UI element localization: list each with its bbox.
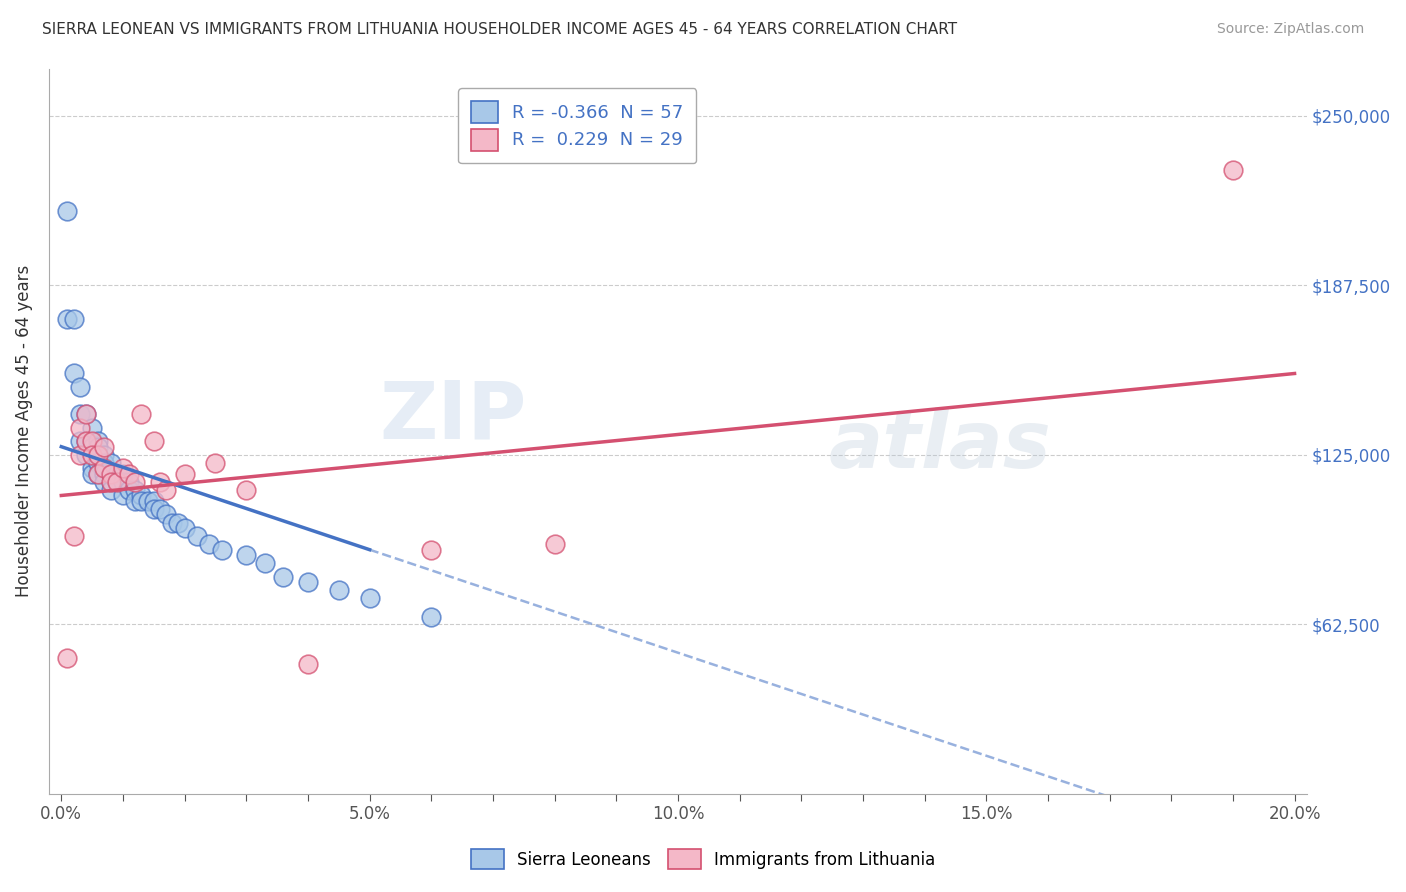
Point [75, 407, 97, 421]
Point [328, 583, 350, 598]
Point [82, 448, 104, 462]
Point [111, 467, 134, 481]
Point [93, 475, 115, 489]
Point [105, 467, 128, 481]
Point [173, 521, 195, 535]
Point [69, 420, 91, 434]
Point [142, 502, 165, 516]
Point [69, 380, 91, 394]
Point [82, 420, 104, 434]
Legend: R = -0.366  N = 57, R =  0.229  N = 29: R = -0.366 N = 57, R = 0.229 N = 29 [458, 88, 696, 163]
Point [142, 434, 165, 449]
Point [56, 312, 79, 326]
Point [118, 475, 141, 489]
Point [111, 475, 134, 489]
Point [1222, 163, 1244, 178]
Point [87, 448, 110, 462]
Point [271, 570, 294, 584]
Point [105, 475, 128, 489]
Point [253, 556, 276, 570]
Point [87, 467, 110, 481]
Point [82, 467, 104, 481]
Text: Source: ZipAtlas.com: Source: ZipAtlas.com [1216, 22, 1364, 37]
Point [69, 407, 91, 421]
Point [162, 516, 184, 530]
Point [87, 448, 110, 462]
Point [111, 488, 134, 502]
Point [93, 456, 115, 470]
Point [149, 475, 172, 489]
Point [118, 483, 141, 497]
Point [69, 434, 91, 449]
Point [56, 651, 79, 665]
Point [235, 483, 257, 497]
Point [82, 434, 104, 449]
Point [75, 448, 97, 462]
Point [87, 434, 110, 449]
Point [93, 461, 115, 475]
Point [149, 502, 172, 516]
Point [297, 575, 319, 590]
Point [297, 657, 319, 671]
Point [100, 475, 122, 489]
Point [131, 488, 153, 502]
Point [93, 440, 115, 454]
Point [118, 467, 141, 481]
Point [420, 542, 443, 557]
Point [87, 440, 110, 454]
Point [62, 367, 84, 381]
Point [136, 494, 159, 508]
Point [75, 434, 97, 449]
Point [56, 203, 79, 218]
Point [100, 475, 122, 489]
Point [62, 312, 84, 326]
Point [93, 467, 115, 481]
Point [131, 407, 153, 421]
Text: SIERRA LEONEAN VS IMMIGRANTS FROM LITHUANIA HOUSEHOLDER INCOME AGES 45 - 64 YEAR: SIERRA LEONEAN VS IMMIGRANTS FROM LITHUA… [42, 22, 957, 37]
Point [75, 407, 97, 421]
Point [124, 483, 146, 497]
Point [142, 494, 165, 508]
Point [155, 508, 177, 522]
Point [131, 494, 153, 508]
Point [87, 467, 110, 481]
Point [100, 467, 122, 481]
Point [82, 461, 104, 475]
Point [100, 456, 122, 470]
Text: ZIP: ZIP [380, 377, 527, 456]
Point [105, 475, 128, 489]
Point [75, 434, 97, 449]
Point [87, 456, 110, 470]
Point [111, 461, 134, 475]
Y-axis label: Householder Income Ages 45 - 64 years: Householder Income Ages 45 - 64 years [15, 265, 32, 598]
Point [420, 610, 443, 624]
Point [82, 440, 104, 454]
Point [359, 591, 381, 606]
Point [543, 537, 565, 551]
Point [93, 448, 115, 462]
Point [100, 483, 122, 497]
Point [69, 448, 91, 462]
Point [198, 537, 221, 551]
Point [82, 448, 104, 462]
Point [155, 483, 177, 497]
Point [173, 467, 195, 481]
Point [211, 542, 233, 557]
Text: atlas: atlas [830, 407, 1052, 484]
Point [186, 529, 208, 543]
Point [124, 494, 146, 508]
Legend: Sierra Leoneans, Immigrants from Lithuania: Sierra Leoneans, Immigrants from Lithuan… [461, 838, 945, 880]
Point [62, 529, 84, 543]
Point [100, 467, 122, 481]
Point [124, 475, 146, 489]
Point [204, 456, 226, 470]
Point [167, 516, 190, 530]
Point [235, 548, 257, 562]
